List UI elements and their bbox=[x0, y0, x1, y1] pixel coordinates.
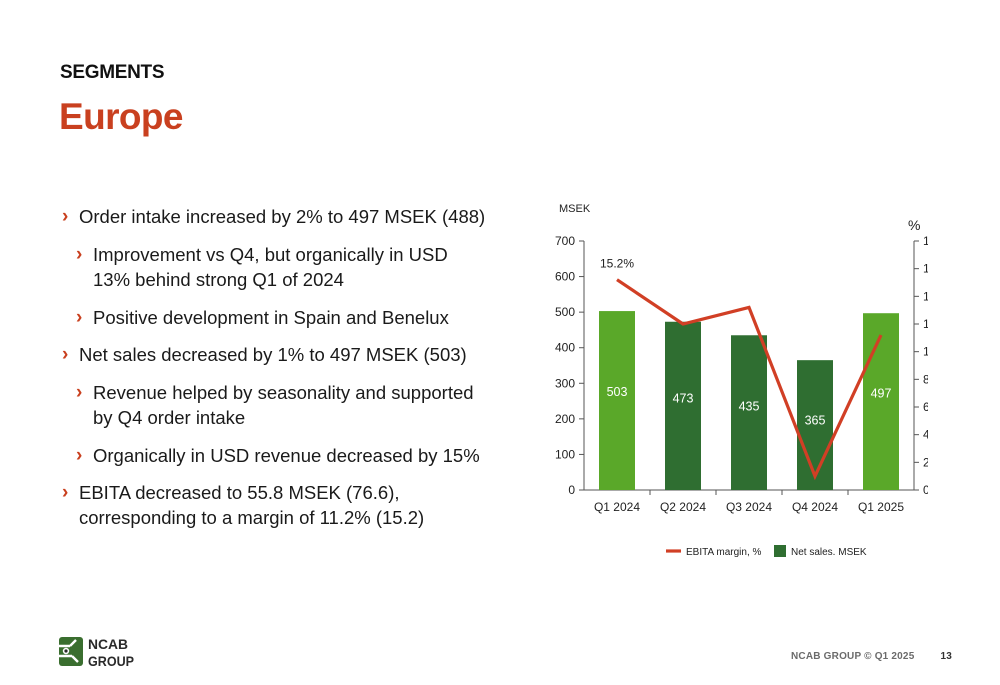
right-tick-label: 2 bbox=[923, 455, 928, 469]
bar bbox=[665, 321, 701, 490]
right-tick-label: 8 bbox=[923, 372, 928, 386]
bar-data-label: 435 bbox=[739, 399, 760, 413]
bullet-text: EBITA decreased to 55.8 MSEK (76.6), bbox=[79, 482, 400, 503]
bullet-text: by Q4 order intake bbox=[93, 407, 246, 428]
circuit-icon bbox=[59, 637, 83, 666]
ncab-logo: NCAB GROUP bbox=[59, 636, 134, 669]
x-tick-label: Q4 2024 bbox=[792, 500, 838, 514]
right-tick-label: 0 bbox=[923, 483, 928, 497]
left-tick-label: 400 bbox=[555, 341, 575, 355]
bar-data-label: 503 bbox=[607, 385, 628, 399]
sub-bullet-item: › Positive development in Spain and Benel… bbox=[62, 305, 502, 330]
right-tick-label: 14 bbox=[923, 289, 928, 303]
bullet-text: 13% behind strong Q1 of 2024 bbox=[93, 269, 344, 290]
chevron-right-icon: › bbox=[76, 244, 83, 265]
legend-bar-label: Net sales. MSEK bbox=[791, 547, 867, 558]
slide-title: Europe bbox=[59, 96, 183, 137]
chevron-right-icon: › bbox=[76, 382, 83, 403]
bullet-text: Order intake increased by 2% to 497 MSEK… bbox=[79, 206, 486, 227]
left-axis-title: MSEK bbox=[559, 203, 591, 215]
bar-data-label: 365 bbox=[805, 414, 826, 428]
chevron-right-icon: › bbox=[62, 482, 69, 503]
right-tick-label: 12 bbox=[923, 317, 928, 331]
left-tick-label: 500 bbox=[555, 305, 575, 319]
right-axis-title: % bbox=[908, 217, 920, 233]
ebita-margin-line bbox=[616, 278, 883, 481]
chevron-right-icon: › bbox=[62, 206, 69, 227]
bullet-text: Organically in USD revenue decreased by … bbox=[93, 445, 480, 466]
bar bbox=[797, 360, 833, 490]
page-number: 13 bbox=[940, 651, 952, 662]
bar bbox=[599, 311, 635, 490]
left-tick-label: 600 bbox=[555, 270, 575, 284]
footer: NCAB GROUP © Q1 2025 13 bbox=[791, 651, 952, 662]
bar-data-label: 497 bbox=[871, 386, 892, 400]
bullet-text: Positive development in Spain and Benelu… bbox=[93, 307, 449, 328]
legend-line-label: EBITA margin, % bbox=[686, 547, 762, 558]
logo-text-ncab: NCAB bbox=[88, 636, 128, 652]
left-tick-label: 700 bbox=[555, 234, 575, 248]
right-tick-label: 4 bbox=[923, 428, 928, 442]
left-tick-label: 0 bbox=[568, 483, 575, 497]
chevron-right-icon: › bbox=[62, 344, 69, 365]
bullet-item: › Net sales decreased by 1% to 497 MSEK (… bbox=[62, 342, 502, 367]
segment-chart: 0 100 200 300 400 500 600 700 0 2 4 6 8 10 12 14 16 18 MSE… bbox=[555, 203, 928, 558]
legend-bar-swatch bbox=[774, 545, 786, 557]
bullet-text: corresponding to a margin of 11.2% (15.2… bbox=[79, 507, 425, 528]
bullet-list: › Order intake increased by 2% to 497 MSE… bbox=[62, 204, 502, 530]
sub-bullet-item: › Improvement vs Q4, but organically in U… bbox=[62, 242, 502, 292]
section-label: SEGMENTS bbox=[60, 62, 165, 83]
right-tick-label: 16 bbox=[923, 262, 928, 276]
logo-text-group: GROUP bbox=[88, 653, 134, 669]
right-tick-label: 10 bbox=[923, 345, 928, 359]
sub-bullet-item: › Revenue helped by seasonality and suppo… bbox=[62, 380, 502, 430]
left-tick-label: 100 bbox=[555, 447, 575, 461]
right-tick-label: 18 bbox=[923, 234, 928, 248]
bar bbox=[863, 313, 899, 490]
sub-bullet-item: › Organically in USD revenue decreased by… bbox=[62, 443, 502, 468]
bar bbox=[731, 335, 767, 490]
line-data-label: 11.2% bbox=[864, 298, 897, 312]
x-tick-label: Q3 2024 bbox=[726, 500, 772, 514]
bullet-text: Improvement vs Q4, but organically in US… bbox=[93, 244, 448, 265]
x-tick-label: Q1 2024 bbox=[594, 500, 640, 514]
left-tick-label: 200 bbox=[555, 412, 575, 426]
bullet-text: Net sales decreased by 1% to 497 MSEK (5… bbox=[79, 344, 467, 365]
bar-data-label: 473 bbox=[673, 391, 694, 405]
x-tick-label: Q1 2025 bbox=[858, 500, 904, 514]
line-data-label: 15.2% bbox=[600, 257, 634, 271]
left-tick-label: 300 bbox=[555, 376, 575, 390]
footer-company: NCAB GROUP © Q1 2025 bbox=[791, 651, 915, 662]
x-tick-label: Q2 2024 bbox=[660, 500, 706, 514]
chevron-right-icon: › bbox=[76, 307, 83, 328]
bullet-item: › Order intake increased by 2% to 497 MSE… bbox=[62, 204, 502, 229]
bullet-text: Revenue helped by seasonality and suppor… bbox=[93, 382, 474, 403]
bullet-item: › EBITA decreased to 55.8 MSEK (76.6), cor… bbox=[62, 480, 502, 530]
chevron-right-icon: › bbox=[76, 445, 83, 466]
right-tick-label: 6 bbox=[923, 400, 928, 414]
